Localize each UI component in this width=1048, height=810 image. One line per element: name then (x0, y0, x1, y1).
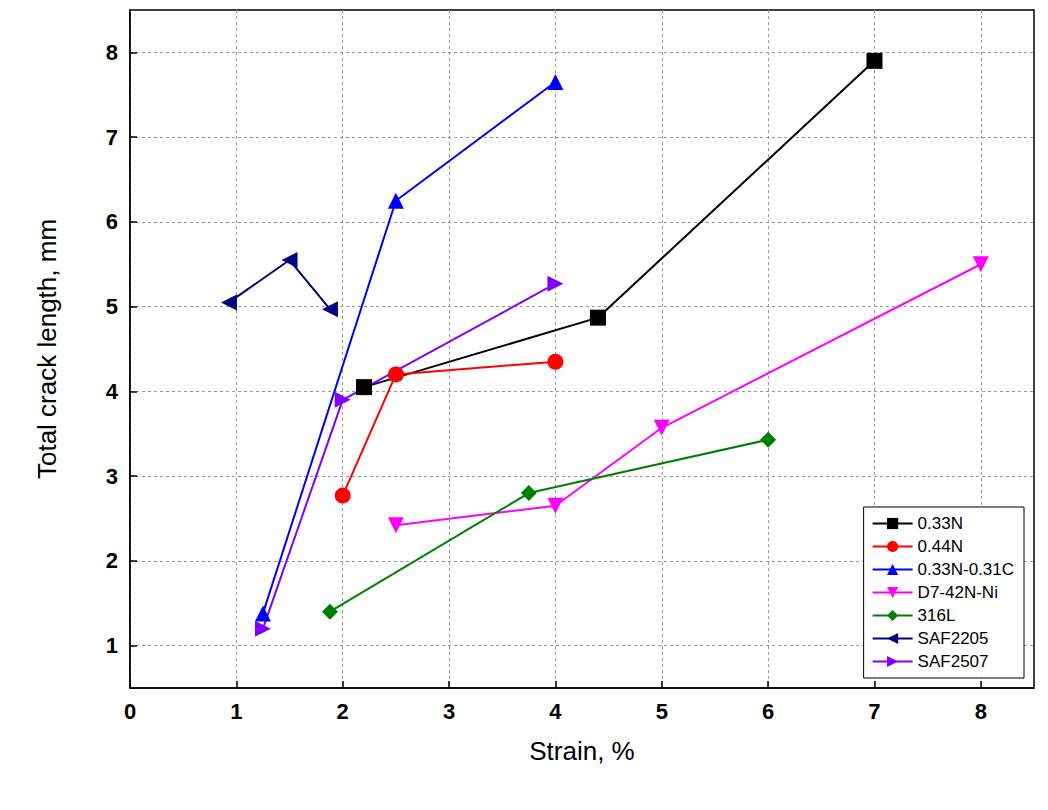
svg-text:6: 6 (762, 699, 774, 724)
svg-text:0: 0 (124, 699, 136, 724)
svg-text:D7-42N-Ni: D7-42N-Ni (918, 583, 998, 602)
svg-text:SAF2205: SAF2205 (918, 629, 989, 648)
svg-text:2: 2 (337, 699, 349, 724)
svg-text:SAF2507: SAF2507 (918, 652, 989, 671)
svg-text:3: 3 (106, 464, 118, 489)
svg-text:0.44N: 0.44N (918, 537, 963, 556)
svg-text:Strain, %: Strain, % (529, 736, 635, 766)
svg-text:3: 3 (443, 699, 455, 724)
svg-text:316L: 316L (918, 606, 956, 625)
svg-text:Total crack length, mm: Total crack length, mm (32, 219, 62, 479)
svg-text:2: 2 (106, 548, 118, 573)
svg-text:6: 6 (106, 209, 118, 234)
svg-text:5: 5 (656, 699, 668, 724)
svg-text:8: 8 (975, 699, 987, 724)
svg-text:7: 7 (868, 699, 880, 724)
svg-text:0.33N: 0.33N (918, 514, 963, 533)
svg-text:7: 7 (106, 125, 118, 150)
svg-text:5: 5 (106, 294, 118, 319)
svg-text:0.33N-0.31C: 0.33N-0.31C (918, 560, 1014, 579)
svg-text:8: 8 (106, 40, 118, 65)
svg-text:4: 4 (106, 379, 119, 404)
svg-text:1: 1 (106, 633, 118, 658)
svg-text:1: 1 (230, 699, 242, 724)
svg-text:4: 4 (549, 699, 562, 724)
